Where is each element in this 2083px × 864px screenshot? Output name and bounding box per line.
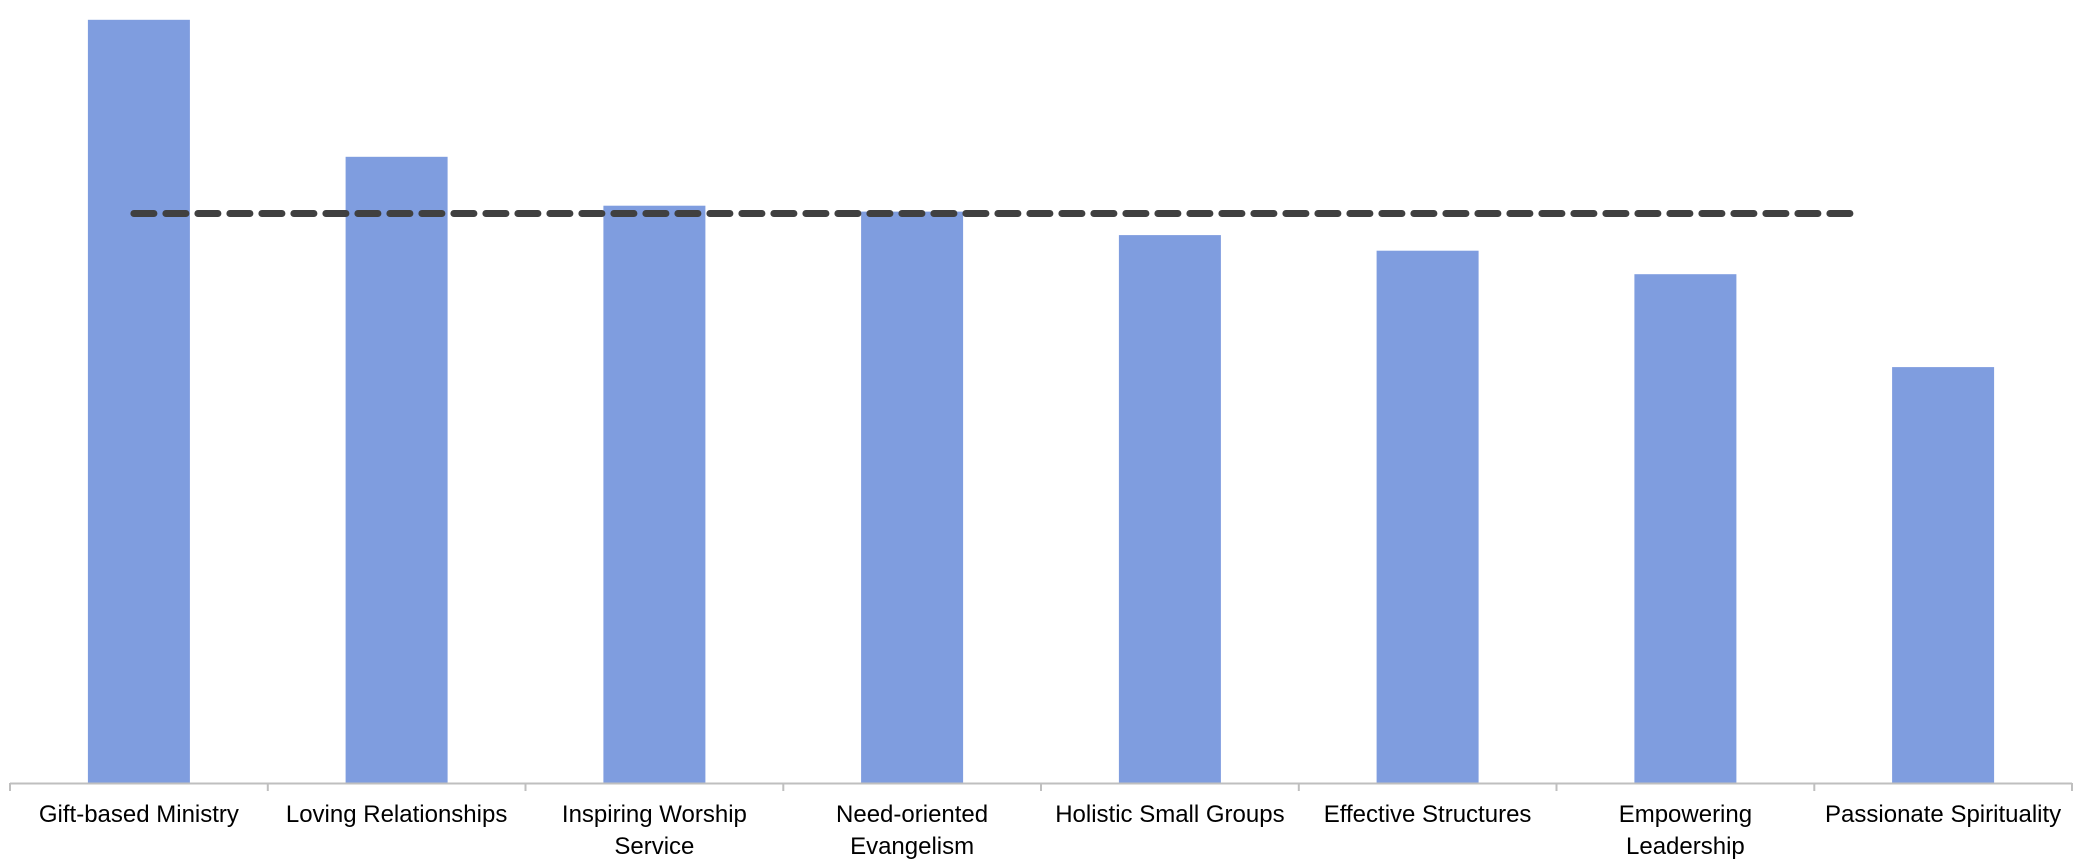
bar-8: [1892, 367, 1995, 783]
x-tick-label-line: Service: [614, 833, 694, 859]
x-tick-label-line: Leadership: [1626, 833, 1745, 859]
x-axis: [9, 782, 2073, 791]
x-axis-labels: Gift-based Ministry Loving Relationships I…: [39, 801, 2061, 860]
x-tick-label-line: Holistic Small Groups: [1055, 801, 1284, 828]
x-tick-label: Inspiring Worship Service: [562, 801, 747, 859]
x-tick-label-line: Empowering: [1619, 801, 1752, 828]
bar-2: [345, 156, 448, 784]
x-tick-label-line: Gift-based Ministry: [39, 801, 239, 828]
bar-5: [1118, 235, 1221, 784]
x-tick-label: Gift-based Ministry: [39, 801, 239, 828]
x-tick-label: Need-oriented Evangelism: [836, 801, 988, 859]
x-tick-label: Passionate Spirituality: [1825, 801, 2061, 828]
x-tick-label: Loving Relationships: [286, 801, 507, 828]
x-tick-label-line: Inspiring Worship: [562, 801, 747, 828]
bar-7: [1634, 274, 1737, 783]
bar-1: [87, 19, 190, 784]
bar-3: [603, 205, 706, 783]
x-tick-label: Empowering Leadership: [1619, 801, 1752, 859]
x-tick-label-line: Need-oriented: [836, 801, 988, 828]
bar-6: [1376, 250, 1479, 783]
x-tick-label: Holistic Small Groups: [1055, 801, 1284, 828]
bars-group: [87, 19, 1995, 784]
x-tick-label: Effective Structures: [1324, 801, 1532, 828]
x-tick-label-line: Loving Relationships: [286, 801, 507, 828]
x-tick-label-line: Effective Structures: [1324, 801, 1532, 828]
bar-4: [861, 211, 964, 784]
x-tick-label-line: Evangelism: [850, 833, 974, 859]
x-tick-label-line: Passionate Spirituality: [1825, 801, 2061, 828]
